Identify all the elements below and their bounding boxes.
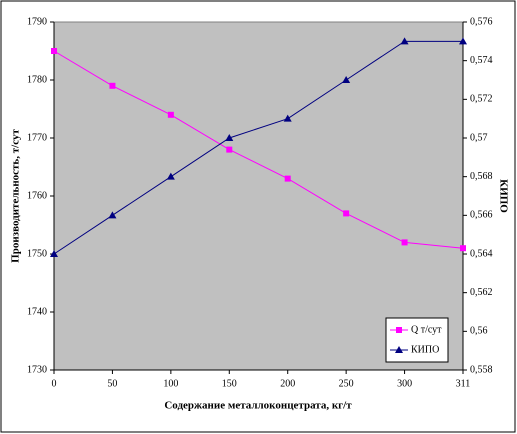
x-axis-title: Содержание металлоконцетрата, кг/т [164,400,352,412]
x-tick-label: 250 [339,378,354,389]
data-point [283,114,292,122]
y2-tick-label: 0,57 [470,132,488,143]
legend-label: КИПО [411,344,439,355]
y2-tick-label: 0,558 [470,364,493,375]
data-point [400,37,409,45]
data-point [226,146,233,153]
data-point [108,211,117,219]
y-axis-title: Производительность, т/сут [10,129,22,263]
data-point [167,111,174,118]
x-tick-label: 311 [456,378,471,389]
y2-tick-label: 0,56 [470,326,488,337]
y-tick-label: 1780 [27,74,47,85]
y-tick-label: 1740 [27,306,47,317]
y-tick-label: 1730 [27,364,47,375]
data-point [51,48,57,54]
y2-tick-label: 0,568 [470,171,493,182]
plot-area [53,21,464,371]
data-point [343,210,350,217]
data-point [225,134,234,141]
legend-marker [396,327,402,333]
y2-axis-title: КИПО [497,179,509,213]
data-point [401,239,408,246]
y2-tick-label: 0,566 [470,210,493,221]
y-tick-label: 1790 [27,16,47,27]
data-point [459,37,467,45]
data-point [460,245,466,252]
y2-tick-label: 0,574 [470,55,493,66]
data-point [50,250,58,257]
legend-label: Q т/сут [411,324,442,335]
y-tick-label: 1770 [27,132,47,143]
x-tick-label: 0 [52,378,57,389]
x-tick-label: 50 [107,378,117,389]
x-tick-label: 100 [163,378,178,389]
y2-tick-label: 0,564 [470,248,493,259]
x-tick-label: 150 [222,378,237,389]
data-point [166,172,175,180]
y2-tick-label: 0,562 [470,287,493,298]
data-point [284,175,291,182]
x-tick-label: 200 [280,378,295,389]
legend-box [385,317,449,363]
data-point [342,76,351,83]
y2-tick-label: 0,572 [470,94,493,105]
series-line [53,50,464,249]
x-tick-label: 300 [397,378,412,389]
y2-tick-label: 0,576 [470,16,493,27]
legend-marker [395,346,403,353]
series-line [53,40,463,255]
data-point [109,82,116,89]
y-tick-label: 1760 [27,190,47,201]
y-tick-label: 1750 [27,248,47,259]
